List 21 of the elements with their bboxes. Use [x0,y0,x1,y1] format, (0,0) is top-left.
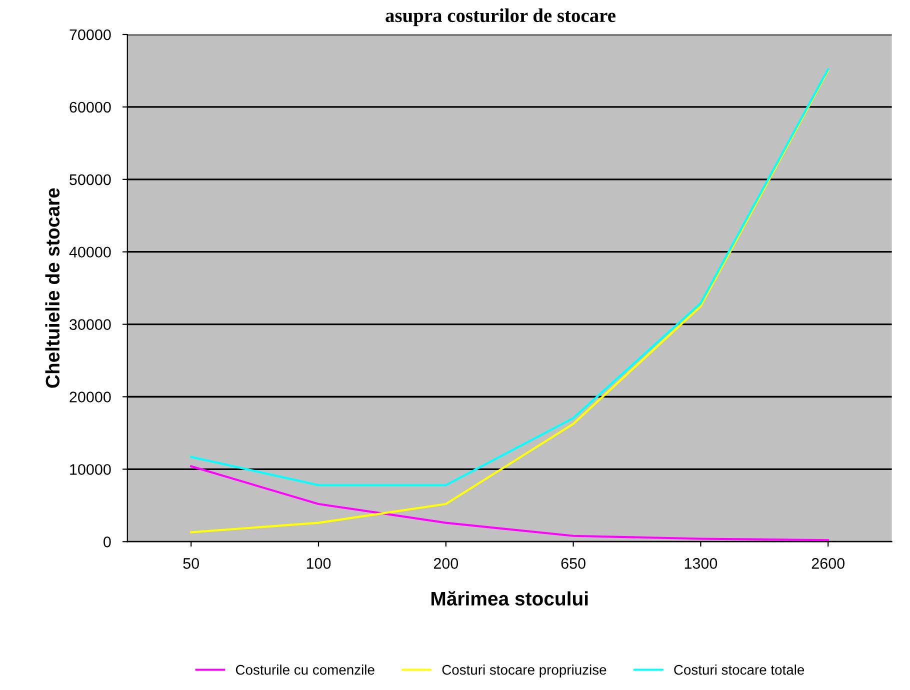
y-tick-label: 60000 [70,102,111,113]
x-tick-label: 100 [306,558,331,569]
x-axis-title: Mărimea stocului [431,591,588,606]
line-series [190,465,830,542]
x-tick-label: 1300 [684,558,718,569]
x-tick-label: 650 [561,558,586,569]
x-tick-label: 200 [434,558,458,569]
x-tick-label: 50 [183,558,199,569]
y-axis-title: Cheltuielie de stocare [45,188,60,388]
y-tick-label: 50000 [70,174,111,186]
y-tick-label: 20000 [70,392,111,402]
x-tick-label: 2600 [812,558,844,569]
legend-label: Costuri stocare propriuzise [442,664,606,678]
y-tick-label: 40000 [69,246,111,258]
y-tick-label: 70000 [70,29,111,40]
y-tick-label: 0 [104,536,111,548]
chart-title: asupra costurilor de stocare [386,8,616,26]
legend-label: Costurile cu comenzile [236,664,374,675]
y-tick-label: 30000 [70,319,111,330]
legend-label: Costuri stocare totale [674,664,804,675]
y-tick-label: 10000 [70,464,111,475]
